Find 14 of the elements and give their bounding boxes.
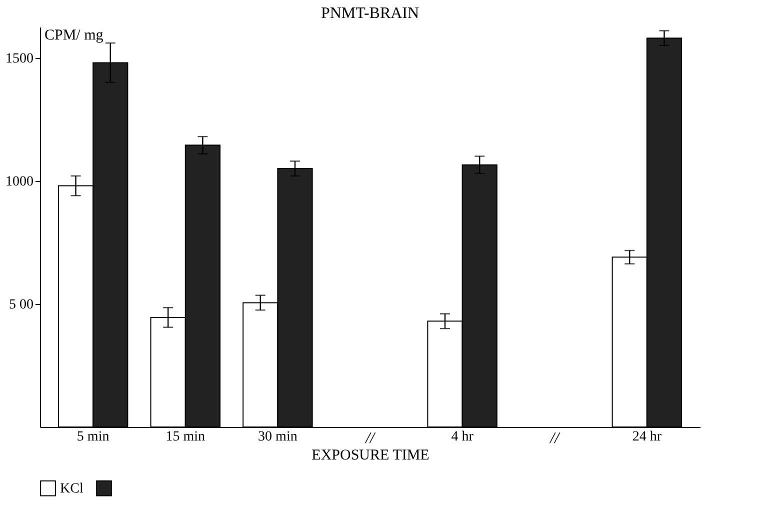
- x-tick-label: 30 min: [258, 430, 298, 444]
- x-tick-label: 24 hr: [632, 430, 662, 444]
- x-tick-label: 15 min: [166, 430, 206, 444]
- chart-title: PNMT-BRAIN: [320, 5, 420, 22]
- x-tick-label: 4 hr: [451, 430, 474, 444]
- y-tick-label: 1500: [6, 51, 34, 66]
- x-axis-title: EXPOSURE TIME: [312, 448, 430, 464]
- text: //: [364, 430, 376, 447]
- legend-label: KCl: [60, 481, 84, 496]
- y-tick-label: 5 00: [9, 297, 34, 312]
- x-tick-label: 5 min: [76, 430, 110, 444]
- y-axis-title: CPM/ mg: [44, 28, 104, 44]
- y-tick-label: 1000: [6, 174, 34, 190]
- text: //: [549, 430, 561, 447]
